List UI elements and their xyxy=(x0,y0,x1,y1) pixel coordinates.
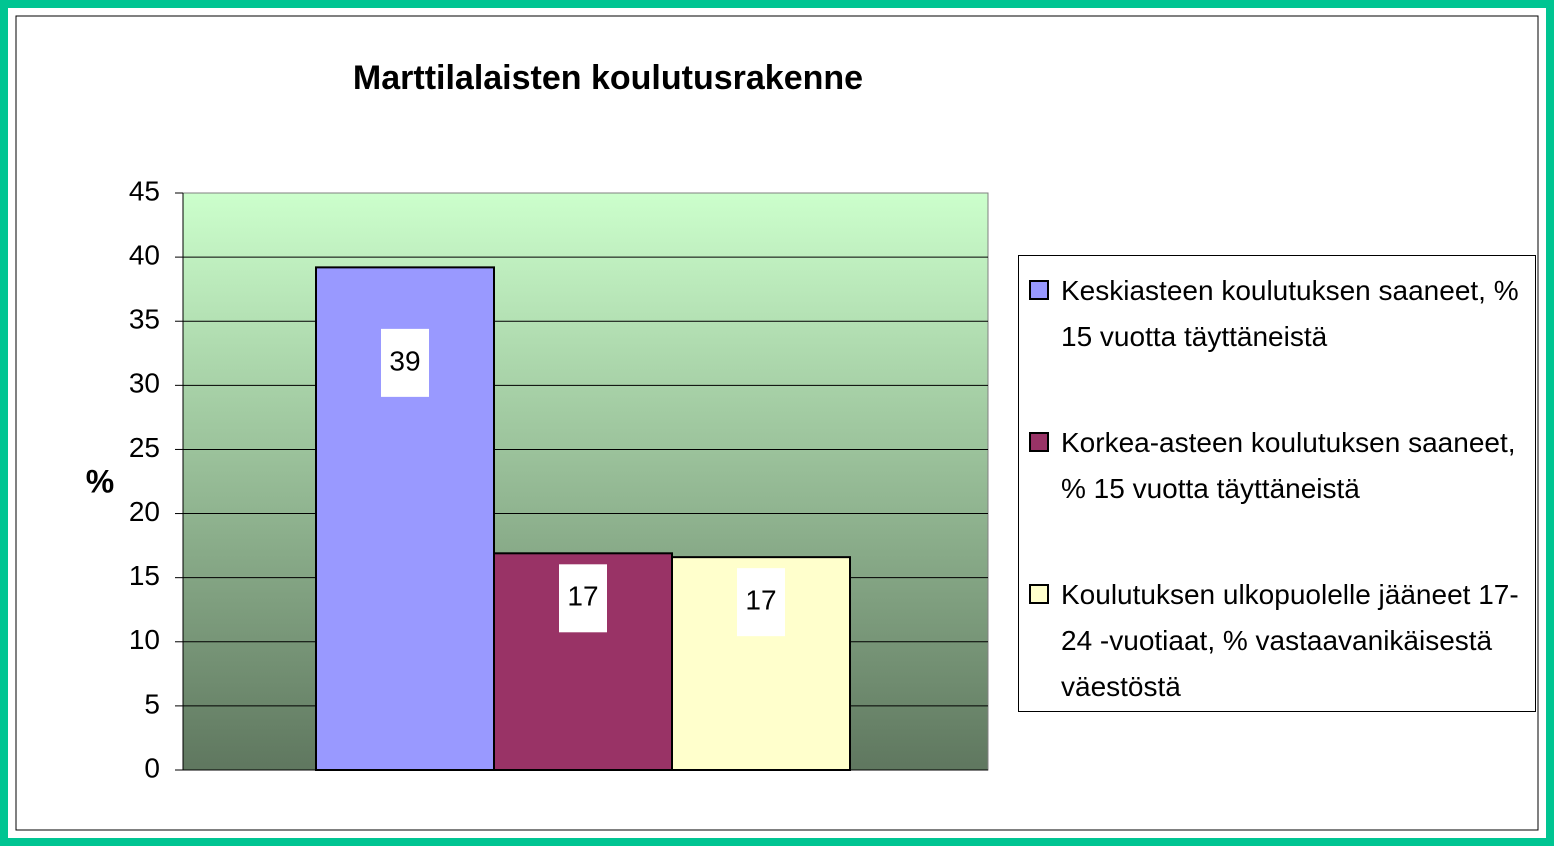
legend-swatch xyxy=(1029,584,1049,604)
y-tick-label: 45 xyxy=(129,175,160,206)
legend-item: Korkea-asteen koulutuksen saaneet, % 15 … xyxy=(1029,420,1535,512)
data-label-box xyxy=(737,568,785,637)
y-tick-label: 35 xyxy=(129,304,160,335)
legend-item: Koulutuksen ulkopuolelle jääneet 17-24 -… xyxy=(1029,572,1535,710)
data-label: 39 xyxy=(389,345,420,376)
legend-swatch xyxy=(1029,432,1049,452)
y-tick-label: 15 xyxy=(129,560,160,591)
y-tick-label: 40 xyxy=(129,240,160,271)
inner-frame xyxy=(15,15,1539,831)
chart-title: Marttilalaisten koulutusrakenne xyxy=(353,59,863,97)
legend-label: Koulutuksen ulkopuolelle jääneet 17-24 -… xyxy=(1061,579,1519,702)
y-tick-label: 5 xyxy=(144,688,160,719)
legend-label: Keskiasteen koulutuksen saaneet, % 15 vu… xyxy=(1061,275,1519,352)
y-tick-label: 20 xyxy=(129,496,160,527)
data-label: 17 xyxy=(567,581,598,612)
legend-label: Korkea-asteen koulutuksen saaneet, % 15 … xyxy=(1061,427,1516,504)
data-label: 17 xyxy=(745,585,776,616)
legend: Keskiasteen koulutuksen saaneet, % 15 vu… xyxy=(1018,255,1536,712)
data-label-box xyxy=(381,328,429,397)
legend-swatch xyxy=(1029,280,1049,300)
y-tick-label: 10 xyxy=(129,624,160,655)
y-tick-label: 0 xyxy=(144,752,160,783)
legend-item: Keskiasteen koulutuksen saaneet, % 15 vu… xyxy=(1029,268,1535,360)
data-label-box xyxy=(559,564,607,633)
y-tick-label: 30 xyxy=(129,368,160,399)
y-tick-label: 25 xyxy=(129,432,160,463)
y-axis-label: % xyxy=(86,463,114,499)
